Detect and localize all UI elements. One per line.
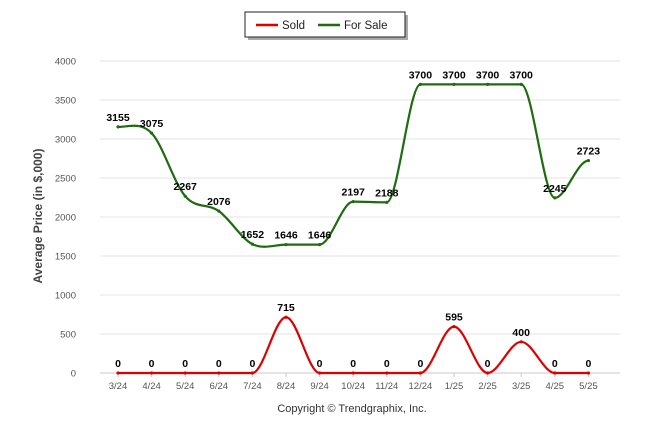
data-point-sold[interactable] bbox=[452, 324, 456, 329]
y-tick-label: 3000 bbox=[55, 135, 76, 146]
data-label-for-sale: 2267 bbox=[174, 181, 198, 193]
data-label-for-sale: 1652 bbox=[241, 229, 265, 241]
data-label-for-sale: 3075 bbox=[140, 118, 164, 130]
data-label-sold: 0 bbox=[417, 358, 423, 370]
y-tick-label: 2500 bbox=[55, 174, 76, 185]
y-tick-label: 1500 bbox=[55, 252, 76, 263]
x-tick-label: 2/25 bbox=[478, 381, 497, 392]
data-label-sold: 0 bbox=[149, 358, 155, 370]
data-label-sold: 0 bbox=[552, 358, 558, 370]
data-point-sold[interactable] bbox=[183, 371, 187, 375]
x-tick-label: 1/25 bbox=[445, 381, 464, 392]
x-axis-ticks: 3/24 4/24 5/24 6/24 7/24 8/24 9/24 10/24 11/24 12… bbox=[109, 373, 598, 392]
legend-label-sold[interactable]: Sold bbox=[282, 20, 305, 32]
data-label-for-sale: 1646 bbox=[308, 230, 332, 242]
y-axis-ticks: 0 500 1000 1500 2000 2500 3000 3500 4000 bbox=[55, 57, 76, 380]
grid-lines bbox=[100, 60, 620, 374]
y-tick-label: 4000 bbox=[55, 57, 76, 68]
x-tick-label: 8/24 bbox=[277, 381, 296, 392]
data-point-sold[interactable] bbox=[351, 371, 355, 375]
data-point-for-sale[interactable] bbox=[385, 200, 389, 204]
x-tick-label: 12/24 bbox=[409, 381, 433, 392]
data-label-sold: 0 bbox=[317, 358, 323, 370]
data-point-for-sale[interactable] bbox=[183, 194, 187, 198]
data-label-for-sale: 2076 bbox=[207, 196, 231, 208]
data-point-sold[interactable] bbox=[385, 371, 389, 375]
data-point-for-sale[interactable] bbox=[351, 200, 355, 204]
data-point-sold[interactable] bbox=[284, 315, 288, 319]
data-labels: 0 0 0 0 0 715 0 0 0 0 595 0 400 0 0 3155 3075 2267 2076 165… bbox=[106, 69, 600, 370]
data-label-for-sale: 2197 bbox=[342, 187, 366, 199]
x-tick-label: 3/25 bbox=[512, 381, 531, 392]
y-tick-label: 0 bbox=[71, 369, 76, 380]
data-point-sold[interactable] bbox=[250, 371, 254, 375]
data-point-sold[interactable] bbox=[116, 371, 120, 375]
data-point-for-sale[interactable] bbox=[217, 209, 221, 213]
data-label-sold: 715 bbox=[277, 302, 295, 314]
data-label-sold: 0 bbox=[115, 358, 121, 370]
x-tick-label: 4/25 bbox=[546, 381, 565, 392]
data-label-for-sale: 2245 bbox=[543, 183, 567, 195]
data-point-for-sale[interactable] bbox=[452, 82, 456, 86]
data-label-sold: 400 bbox=[512, 327, 530, 339]
x-tick-label: 6/24 bbox=[210, 381, 229, 392]
data-point-for-sale[interactable] bbox=[250, 242, 254, 246]
data-point-for-sale[interactable] bbox=[486, 82, 490, 86]
data-point-for-sale[interactable] bbox=[553, 196, 557, 200]
data-point-sold[interactable] bbox=[150, 371, 154, 375]
data-point-sold[interactable] bbox=[553, 371, 557, 375]
data-point-sold[interactable] bbox=[486, 371, 490, 375]
x-tick-label: 10/24 bbox=[341, 381, 365, 392]
data-label-for-sale: 3700 bbox=[409, 69, 433, 81]
data-point-for-sale[interactable] bbox=[318, 243, 322, 247]
data-point-sold[interactable] bbox=[418, 371, 422, 375]
data-label-sold: 0 bbox=[249, 358, 255, 370]
data-point-sold[interactable] bbox=[318, 371, 322, 375]
x-tick-label: 5/24 bbox=[176, 381, 195, 392]
data-point-for-sale[interactable] bbox=[116, 125, 120, 129]
legend-label-for-sale[interactable]: For Sale bbox=[344, 20, 387, 32]
data-label-sold: 0 bbox=[182, 358, 188, 370]
data-label-for-sale: 2188 bbox=[375, 187, 399, 199]
x-tick-label: 7/24 bbox=[243, 381, 262, 392]
data-point-sold[interactable] bbox=[519, 340, 523, 344]
data-point-sold[interactable] bbox=[217, 371, 221, 375]
y-tick-label: 2000 bbox=[55, 213, 76, 224]
data-label-for-sale: 3155 bbox=[106, 112, 130, 124]
data-point-for-sale[interactable] bbox=[150, 131, 154, 135]
data-label-for-sale: 3700 bbox=[476, 69, 500, 81]
y-tick-label: 3500 bbox=[55, 96, 76, 107]
x-tick-label: 4/24 bbox=[142, 381, 161, 392]
data-label-sold: 595 bbox=[445, 312, 463, 324]
y-tick-label: 500 bbox=[60, 330, 76, 341]
series-line-for-sale[interactable] bbox=[117, 83, 589, 248]
data-point-for-sale[interactable] bbox=[519, 82, 523, 86]
x-tick-label: 5/25 bbox=[579, 381, 598, 392]
data-label-sold: 0 bbox=[350, 358, 356, 370]
data-point-for-sale[interactable] bbox=[284, 243, 288, 247]
data-label-for-sale: 2723 bbox=[577, 146, 601, 158]
x-tick-label: 11/24 bbox=[375, 381, 398, 392]
x-tick-label: 3/24 bbox=[109, 381, 128, 392]
y-tick-label: 1000 bbox=[55, 291, 76, 302]
copyright-footer: Copyright © Trendgraphix, Inc. bbox=[277, 403, 426, 415]
legend[interactable]: Sold For Sale bbox=[244, 11, 408, 40]
x-tick-label: 9/24 bbox=[310, 381, 329, 392]
data-point-for-sale[interactable] bbox=[418, 82, 422, 86]
data-label-sold: 0 bbox=[384, 358, 390, 370]
data-label-sold: 0 bbox=[216, 358, 222, 370]
data-label-for-sale: 3700 bbox=[442, 69, 466, 81]
data-label-sold: 0 bbox=[485, 358, 491, 370]
data-point-for-sale[interactable] bbox=[586, 159, 591, 163]
data-label-sold: 0 bbox=[585, 358, 591, 370]
data-label-for-sale: 1646 bbox=[274, 230, 298, 242]
series-lines bbox=[116, 82, 591, 375]
data-point-sold[interactable] bbox=[586, 371, 591, 375]
data-label-for-sale: 3700 bbox=[510, 69, 534, 81]
y-axis-label: Average Price (in $,000) bbox=[31, 149, 45, 284]
